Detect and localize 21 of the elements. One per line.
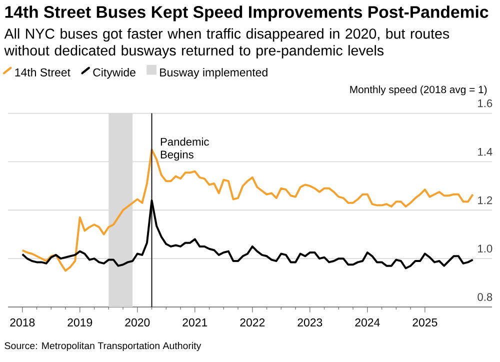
y-tick-label: 1.4 [478, 148, 492, 156]
source-note: Source: Metropolitan Transportation Authority [4, 342, 202, 352]
x-tick-label: 2019 [68, 318, 92, 326]
x-tick-label: 2021 [182, 318, 208, 326]
chart-subtitle: All NYC buses got faster when traffic disappeared in 2020, but routes without dedicated busways returned to pre-pandemic levels [4, 28, 450, 58]
legend-label: Busway implemented [160, 68, 268, 79]
x-tick-label: 2018 [10, 318, 35, 326]
legend-label: 14th Street [15, 68, 70, 76]
y-tick-label: 1.6 [478, 99, 492, 108]
y-tick-label: 1.0 [478, 244, 492, 253]
y-tick-label: 0.8 [478, 293, 492, 301]
ref-line-label: Pandemic Begins [160, 138, 209, 161]
x-tick-label: 2020 [125, 318, 150, 326]
legend-label: Citywide [93, 68, 136, 79]
x-tick-label: 2024 [355, 318, 380, 326]
x-tick-label: 2025 [412, 318, 438, 326]
y-tick-label: 1.2 [478, 196, 492, 204]
x-tick-label: 2023 [298, 318, 322, 326]
chart-title: 14th Street Buses Kept Speed Improvements Post-Pandemic [5, 6, 488, 22]
x-tick-label: 2022 [240, 318, 265, 326]
y-axis-title: Monthly speed (2018 avg = 1) [350, 86, 487, 96]
